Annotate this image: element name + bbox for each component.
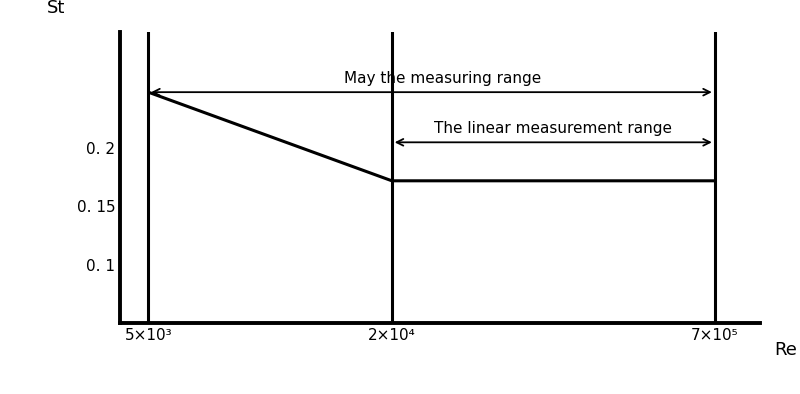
Text: May the measuring range: May the measuring range [344,71,542,86]
Y-axis label: St: St [47,0,65,17]
X-axis label: Re: Re [774,340,797,359]
Text: The linear measurement range: The linear measurement range [434,121,672,136]
